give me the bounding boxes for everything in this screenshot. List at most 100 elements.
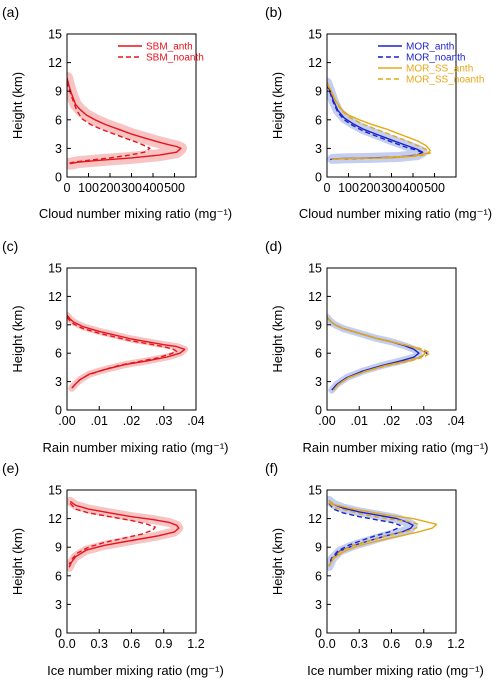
y-tick-label: 15 — [48, 262, 62, 276]
y-tick-label: 12 — [308, 290, 322, 304]
x-tick-label: 0 — [324, 181, 331, 195]
x-tick-label: 100 — [78, 181, 99, 195]
x-tick-label: 200 — [100, 181, 121, 195]
y-tick-label: 9 — [315, 541, 322, 555]
panel-label: (c) — [2, 238, 18, 254]
panel-f: (f) 0 3 6 9 12 15 0.0 0.3 0.6 0.9 1.2 Ice number mix… — [265, 460, 484, 678]
y-tick-label: 3 — [55, 598, 62, 612]
y-tick-label: 0 — [55, 171, 62, 185]
legend-entry: MOR_noanth — [406, 53, 465, 64]
y-tick-label: 3 — [315, 598, 322, 612]
x-tick-label: 0.3 — [91, 637, 108, 651]
x-tick-label: 1.2 — [187, 637, 204, 651]
y-tick-label: 6 — [55, 347, 62, 361]
y-tick-label: 15 — [48, 484, 62, 498]
y-axis-label: Height (km) — [10, 305, 25, 372]
x-tick-label: 400 — [143, 181, 164, 195]
y-tick-label: 6 — [315, 113, 322, 127]
panel-label: (b) — [265, 4, 282, 20]
y-tick-label: 12 — [48, 290, 62, 304]
y-tick-label: 15 — [308, 484, 322, 498]
y-tick-label: 9 — [315, 85, 322, 99]
x-tick-label: .00 — [318, 414, 335, 428]
y-tick-label: 6 — [315, 569, 322, 583]
x-axis-label: Cloud number mixing ratio (mg⁻¹) — [39, 206, 232, 221]
x-tick-label: .02 — [383, 414, 400, 428]
panel-e: (e) 0 3 6 9 12 15 0.0 0.3 0.6 0.9 1.2 Ice number mix… — [2, 460, 224, 678]
y-tick-label: 12 — [48, 56, 62, 70]
y-tick-label: 6 — [55, 569, 62, 583]
legend: MOR_anthMOR_noanthMOR_SS_anthMOR_SS_noan… — [378, 42, 484, 86]
series-line-4 — [328, 501, 420, 567]
y-axis-label: Height (km) — [10, 528, 25, 595]
x-tick-label: .04 — [447, 414, 464, 428]
plot-area — [327, 313, 431, 394]
y-tick-label: 3 — [315, 142, 322, 156]
panel-d: (d) 0 3 6 9 12 15 .00 .01 .02 .03 .04 Rain number mi… — [265, 238, 489, 455]
y-tick-label: 0 — [315, 171, 322, 185]
x-tick-label: 1.2 — [447, 637, 464, 651]
y-tick-label: 9 — [55, 85, 62, 99]
x-tick-label: 0.9 — [415, 637, 432, 651]
y-axis-label: Height (km) — [10, 72, 25, 139]
y-tick-label: 0 — [55, 627, 62, 641]
y-tick-label: 12 — [48, 512, 62, 526]
legend-entry: SBM_anth — [146, 42, 193, 53]
x-axis-label: Rain number mixing ratio (mg⁻¹) — [302, 440, 488, 455]
y-axis-label: Height (km) — [270, 305, 285, 372]
panel-label: (e) — [2, 460, 19, 476]
series-line-1 — [68, 500, 180, 568]
x-tick-label: .03 — [155, 414, 172, 428]
y-tick-label: 9 — [55, 318, 62, 332]
legend-entry: SBM_noanth — [146, 53, 204, 64]
x-tick-label: 0.6 — [123, 637, 140, 651]
y-tick-label: 6 — [55, 113, 62, 127]
legend-entry: MOR_SS_noanth — [406, 75, 484, 86]
y-tick-label: 0 — [315, 627, 322, 641]
y-tick-label: 12 — [308, 56, 322, 70]
legend-entry: MOR_anth — [406, 42, 454, 53]
y-tick-label: 15 — [308, 28, 322, 42]
x-tick-label: .00 — [58, 414, 75, 428]
x-tick-label: 400 — [403, 181, 424, 195]
plot-area — [67, 71, 187, 170]
x-tick-label: 0.0 — [318, 637, 335, 651]
panel-label: (a) — [2, 4, 19, 20]
plot-area — [67, 311, 189, 392]
x-tick-label: .01 — [351, 414, 368, 428]
series-line-4 — [327, 83, 431, 161]
x-tick-label: 500 — [164, 181, 185, 195]
panel-label: (f) — [265, 460, 278, 476]
x-tick-label: 0.0 — [58, 637, 75, 651]
y-tick-label: 15 — [308, 262, 322, 276]
x-axis-label: Cloud number mixing ratio (mg⁻¹) — [299, 206, 492, 221]
x-tick-label: 500 — [424, 181, 445, 195]
panel-b: (b) 0 3 6 9 12 15 0 100 200 300 400 500 Cloud number … — [265, 4, 492, 221]
series-line-2 — [328, 502, 401, 567]
plot-area — [327, 496, 438, 571]
y-tick-label: 12 — [308, 512, 322, 526]
y-tick-label: 3 — [55, 142, 62, 156]
x-axis-label: Ice number mixing ratio (mg⁻¹) — [47, 663, 224, 678]
uncertainty-band — [327, 77, 428, 164]
y-tick-label: 3 — [55, 375, 62, 389]
x-tick-label: .02 — [123, 414, 140, 428]
x-tick-label: .03 — [415, 414, 432, 428]
series-line-4 — [327, 316, 431, 391]
series-line-2 — [327, 84, 424, 161]
y-axis-label: Height (km) — [270, 528, 285, 595]
y-tick-label: 9 — [315, 318, 322, 332]
x-tick-label: 0.6 — [383, 637, 400, 651]
series-line-2 — [67, 81, 151, 165]
x-tick-label: 0 — [64, 181, 71, 195]
plot-area — [67, 496, 184, 572]
y-tick-label: 0 — [55, 404, 62, 418]
plot-area — [327, 77, 431, 164]
x-tick-label: .04 — [187, 414, 204, 428]
series-line-2 — [67, 316, 178, 389]
x-tick-label: 100 — [338, 181, 359, 195]
y-tick-label: 9 — [55, 541, 62, 555]
x-tick-label: .01 — [91, 414, 108, 428]
